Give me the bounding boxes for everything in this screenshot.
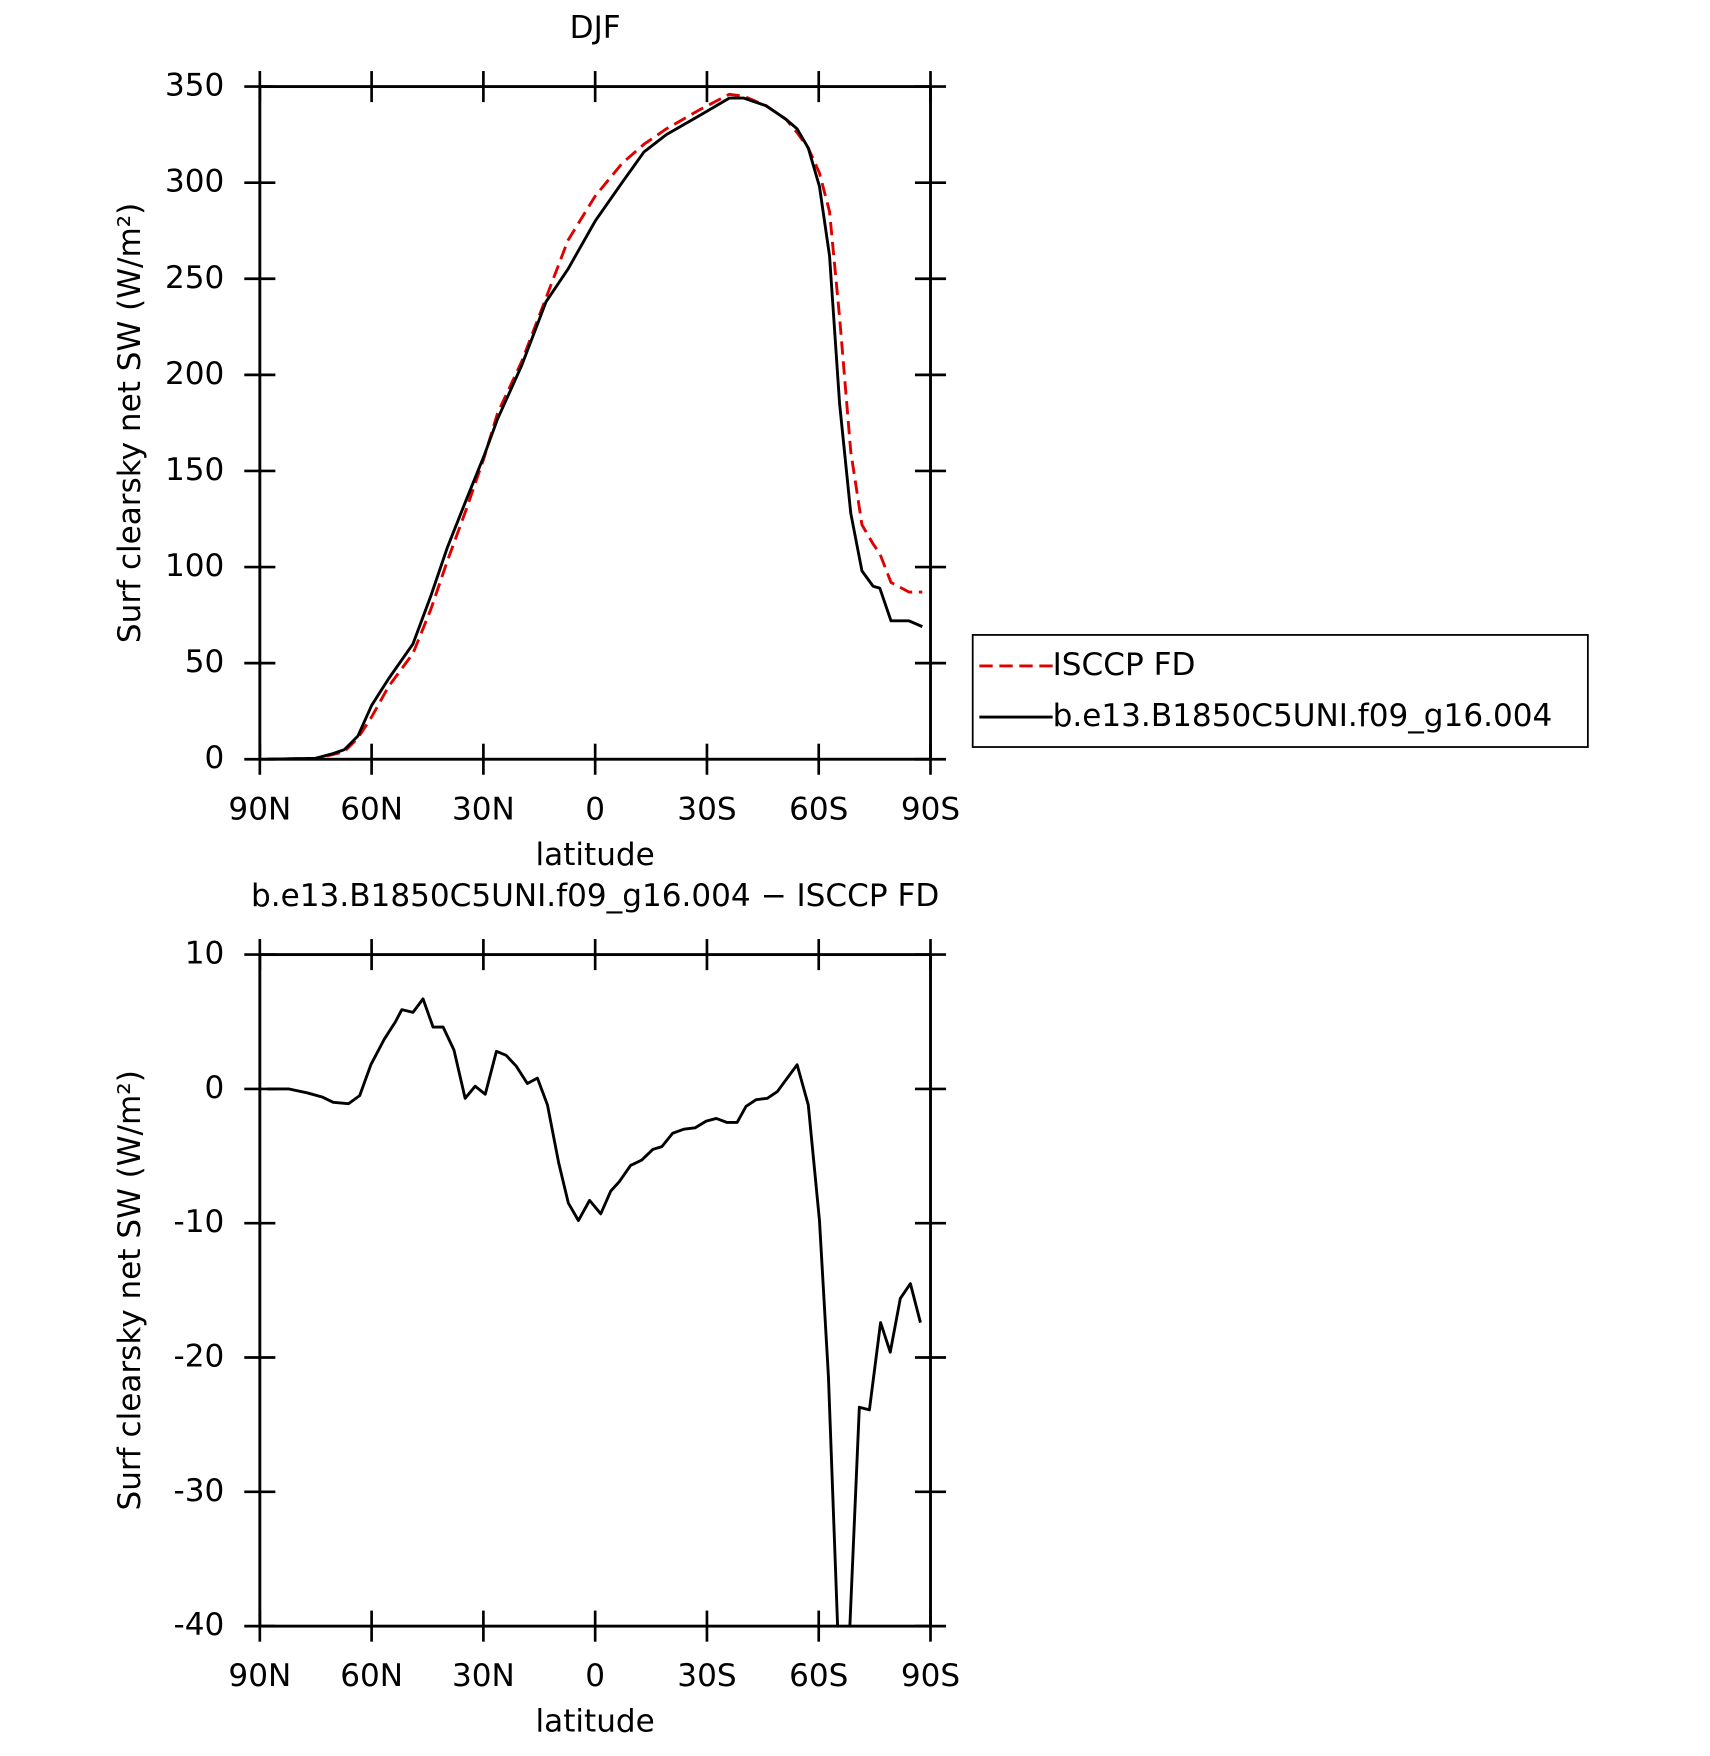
y-tick-label: -10 <box>174 1204 225 1240</box>
legend-label: b.e13.B1850C5UNI.f09_g16.004 <box>1053 698 1553 734</box>
y-tick-label: 250 <box>165 260 224 296</box>
x-axis-label: latitude <box>536 837 655 873</box>
x-tick-label: 60N <box>340 1658 403 1694</box>
plot-frame <box>258 85 932 761</box>
y-tick-label: 50 <box>185 644 225 680</box>
data-line <box>267 997 922 1627</box>
y-tick-label: 350 <box>165 68 224 104</box>
legend: ISCCP FD b.e13.B1850C5UNI.f09_g16.004 <box>971 634 1589 748</box>
y-tick-label: 0 <box>205 740 225 776</box>
y-tick-label: -20 <box>174 1339 225 1375</box>
data-line <box>267 92 923 760</box>
chart-title: b.e13.B1850C5UNI.f09_g16.004 − ISCCP FD <box>251 878 939 914</box>
legend-box <box>971 634 1589 748</box>
y-axis-label: Surf clearsky net SW (W/m²) <box>112 203 148 643</box>
x-tick-label: 30N <box>452 1658 515 1694</box>
y-axis-label: Surf clearsky net SW (W/m²) <box>112 1070 148 1510</box>
y-tick-label: 200 <box>165 356 224 392</box>
y-tick-label: 300 <box>165 164 224 200</box>
x-tick-label: 30S <box>677 791 736 827</box>
y-tick-label: -40 <box>174 1607 225 1643</box>
x-tick-label: 0 <box>585 1658 605 1694</box>
x-axis-label: latitude <box>536 1704 655 1740</box>
x-tick-label: 90N <box>228 1658 291 1694</box>
x-tick-label: 90S <box>901 1658 960 1694</box>
plot-lines <box>267 997 922 1627</box>
chart-title: DJF <box>570 10 621 46</box>
x-tick-label: 60S <box>789 791 848 827</box>
x-tick-label: 90S <box>901 791 960 827</box>
plot-frame <box>258 953 932 1628</box>
y-tick-label: 0 <box>205 1070 225 1106</box>
x-tick-label: 90N <box>228 791 291 827</box>
x-tick-label: 30N <box>452 791 515 827</box>
data-line <box>267 96 923 760</box>
x-tick-label: 0 <box>585 791 605 827</box>
legend-label: ISCCP FD <box>1053 647 1196 683</box>
y-tick-label: 10 <box>185 936 225 972</box>
x-tick-label: 60N <box>340 791 403 827</box>
plot-lines <box>267 92 923 760</box>
y-tick-label: 150 <box>165 452 224 488</box>
x-tick-label: 60S <box>789 1658 848 1694</box>
y-tick-label: -30 <box>174 1473 225 1509</box>
y-tick-label: 100 <box>165 548 224 584</box>
x-tick-label: 30S <box>677 1658 736 1694</box>
